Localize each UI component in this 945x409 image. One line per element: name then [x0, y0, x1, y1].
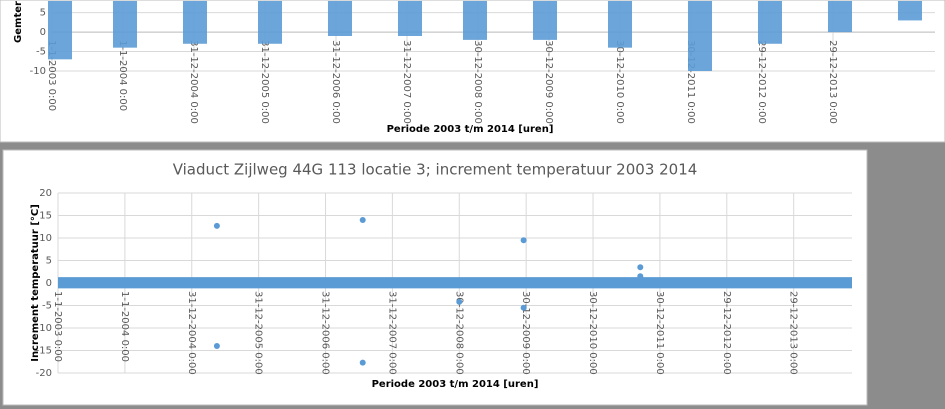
x-tick-label: 1-1-2003 0:00 — [46, 40, 57, 111]
x-tick-label: 31-12-2004 0:00 — [188, 40, 199, 124]
range-bar — [532, 0, 557, 40]
x-tick-label: 31-12-2007 0:00 — [386, 291, 397, 375]
range-bar — [897, 0, 922, 21]
y-tick-label: -20 — [36, 368, 52, 379]
point — [213, 222, 220, 229]
point — [637, 273, 644, 280]
x-tick-label: 29-12-2012 0:00 — [721, 291, 732, 375]
y-axis-title: Increment temperatuur [°C] — [30, 204, 41, 362]
x-tick-label: 31-12-2004 0:00 — [186, 291, 197, 375]
x-tick-label: 30-12-2011 0:00 — [654, 291, 665, 375]
x-tick-label: 30-12-2009 0:00 — [520, 291, 531, 375]
x-tick-label: 31-12-2007 0:00 — [401, 40, 412, 124]
x-tick-label: 1-1-2003 0:00 — [52, 291, 63, 362]
point — [213, 343, 220, 349]
range-bar — [113, 0, 138, 48]
x-axis-title: Periode 2003 t/m 2014 [uren] — [372, 379, 539, 390]
point — [456, 298, 463, 305]
x-tick-label: 29-12-2013 0:00 — [788, 291, 799, 375]
y-tick-label: 5 — [46, 256, 52, 267]
x-tick-label: 31-12-2006 0:00 — [320, 291, 331, 375]
point — [637, 264, 644, 271]
x-tick-label: 31-12-2006 0:00 — [330, 40, 341, 124]
y-tick-label: -15 — [36, 346, 52, 357]
data-band — [58, 277, 852, 289]
range-bar — [687, 0, 712, 71]
y-tick-label: -10 — [36, 323, 52, 334]
range-bar — [607, 0, 632, 48]
x-axis-title: Periode 2003 t/m 2014 [uren] — [387, 124, 554, 135]
y-tick-label: -10 — [30, 66, 46, 77]
range-bar — [182, 0, 207, 44]
point — [520, 304, 527, 311]
x-tick-label: 30-12-2009 0:00 — [543, 40, 554, 124]
x-tick-label: 30-12-2008 0:00 — [453, 291, 464, 375]
x-tick-label: 30-12-2010 0:00 — [614, 40, 625, 124]
point — [359, 359, 366, 366]
x-tick-label: 1-1-2004 0:00 — [117, 40, 128, 111]
range-bar — [258, 0, 283, 44]
x-tick-label: 29-12-2013 0:00 — [827, 40, 838, 124]
y-tick-label: 10 — [39, 233, 52, 244]
range-bar — [47, 0, 72, 60]
y-tick-label: 0 — [40, 27, 46, 38]
range-bar — [463, 0, 488, 40]
x-tick-label: 31-12-2005 0:00 — [259, 40, 270, 124]
y-tick-label: 5 — [40, 8, 46, 19]
point — [359, 217, 366, 223]
y-axis-title: Gemter — [13, 1, 24, 43]
y-tick-label: 20 — [39, 188, 52, 199]
range-bar — [827, 0, 852, 33]
y-tick-label: -5 — [36, 47, 46, 58]
range-bar — [757, 0, 782, 44]
y-tick-label: 0 — [46, 278, 52, 289]
x-tick-label: 1-1-2004 0:00 — [119, 291, 130, 362]
x-tick-label: 30-12-2010 0:00 — [587, 291, 598, 375]
chart-title: Viaduct Zijlweg 44G 113 locatie 3; incre… — [173, 161, 698, 179]
point — [520, 237, 527, 244]
y-tick-label: -5 — [42, 301, 52, 312]
x-tick-label: 30-12-2011 0:00 — [685, 40, 696, 124]
y-tick-label: 15 — [39, 211, 52, 222]
range-bar — [397, 0, 422, 36]
x-tick-label: 30-12-2008 0:00 — [472, 40, 483, 124]
x-tick-label: 31-12-2005 0:00 — [253, 291, 264, 375]
range-bar — [327, 0, 352, 36]
x-tick-label: 29-12-2012 0:00 — [756, 40, 767, 124]
